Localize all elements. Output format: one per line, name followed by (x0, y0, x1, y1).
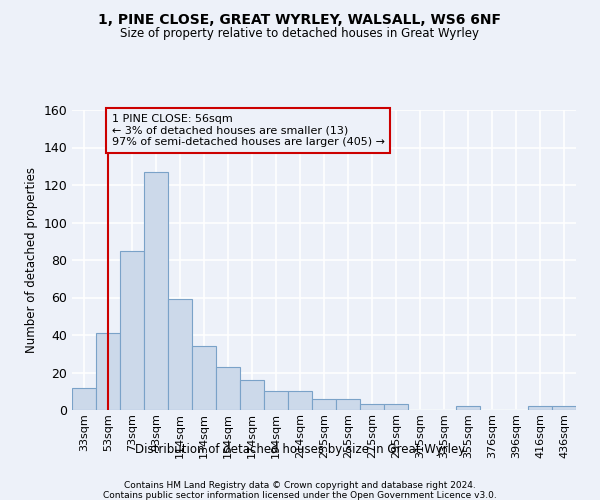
Bar (240, 380, 264, 410)
Bar (336, 399, 360, 410)
Bar (216, 367, 240, 410)
Text: Contains public sector information licensed under the Open Government Licence v3: Contains public sector information licen… (103, 491, 497, 500)
Text: Size of property relative to detached houses in Great Wyrley: Size of property relative to detached ho… (121, 28, 479, 40)
Text: Contains HM Land Registry data © Crown copyright and database right 2024.: Contains HM Land Registry data © Crown c… (124, 481, 476, 490)
Bar (360, 404, 384, 410)
Bar (528, 406, 552, 410)
Bar (96, 333, 120, 410)
Bar (552, 406, 576, 410)
Bar (192, 346, 216, 410)
Bar (264, 391, 288, 410)
Bar (384, 404, 408, 410)
Y-axis label: Number of detached properties: Number of detached properties (25, 167, 38, 353)
Text: Distribution of detached houses by size in Great Wyrley: Distribution of detached houses by size … (135, 442, 465, 456)
Bar (288, 391, 312, 410)
Bar (144, 172, 168, 410)
Bar (456, 406, 480, 410)
Text: 1, PINE CLOSE, GREAT WYRLEY, WALSALL, WS6 6NF: 1, PINE CLOSE, GREAT WYRLEY, WALSALL, WS… (98, 12, 502, 26)
Bar (168, 300, 192, 410)
Bar (72, 388, 96, 410)
Bar (120, 250, 144, 410)
Text: 1 PINE CLOSE: 56sqm
← 3% of detached houses are smaller (13)
97% of semi-detache: 1 PINE CLOSE: 56sqm ← 3% of detached hou… (112, 114, 385, 147)
Bar (312, 399, 336, 410)
